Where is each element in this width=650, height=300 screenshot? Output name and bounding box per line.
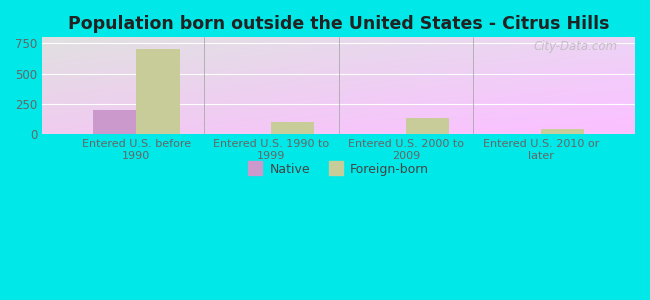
Legend: Native, Foreign-born: Native, Foreign-born — [243, 158, 434, 181]
Bar — [94, 110, 136, 134]
Bar — [271, 122, 315, 134]
Bar — [406, 118, 449, 134]
Bar — [136, 50, 179, 134]
Title: Population born outside the United States - Citrus Hills: Population born outside the United State… — [68, 15, 609, 33]
Bar — [541, 129, 584, 134]
Text: City-Data.com: City-Data.com — [533, 40, 618, 53]
